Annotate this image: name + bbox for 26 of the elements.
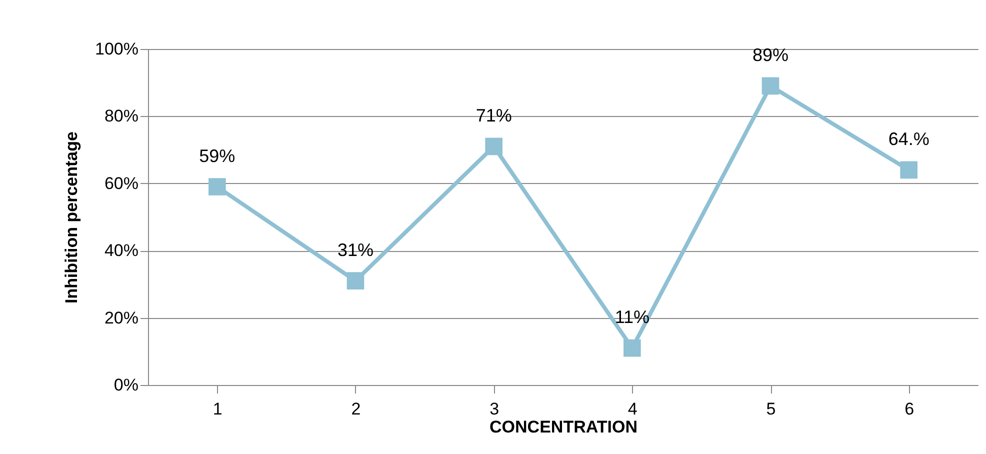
x-tick-label: 5	[766, 400, 776, 418]
y-tick-label: 100%	[95, 40, 138, 58]
y-tick-label: 40%	[104, 241, 138, 260]
point	[900, 161, 918, 179]
x-tick-label: 2	[351, 400, 361, 418]
y-axis-title: Inhibition percentage	[62, 132, 82, 304]
x-tick-label: 6	[904, 400, 914, 418]
point	[762, 77, 780, 95]
y-tick-label: 0%	[114, 376, 138, 394]
data-label: 89%	[752, 44, 789, 65]
x-tick-label: 4	[628, 400, 638, 418]
x-axis-title: CONCENTRATION	[490, 418, 638, 436]
y-tick-label: 20%	[104, 308, 138, 328]
x-tick-label: 3	[490, 400, 500, 418]
point	[346, 272, 364, 290]
x-tick-label: 1	[212, 400, 222, 418]
data-label: 31%	[337, 240, 374, 260]
point	[485, 138, 502, 156]
point	[208, 178, 226, 196]
data-label: 64.%	[888, 128, 930, 149]
data-label: 59%	[199, 146, 236, 166]
data-label: 11%	[614, 307, 650, 328]
y-tick-label: 60%	[104, 174, 138, 193]
point	[624, 339, 641, 357]
y-tick-label: 80%	[104, 106, 138, 126]
data-label: 71%	[476, 105, 512, 126]
